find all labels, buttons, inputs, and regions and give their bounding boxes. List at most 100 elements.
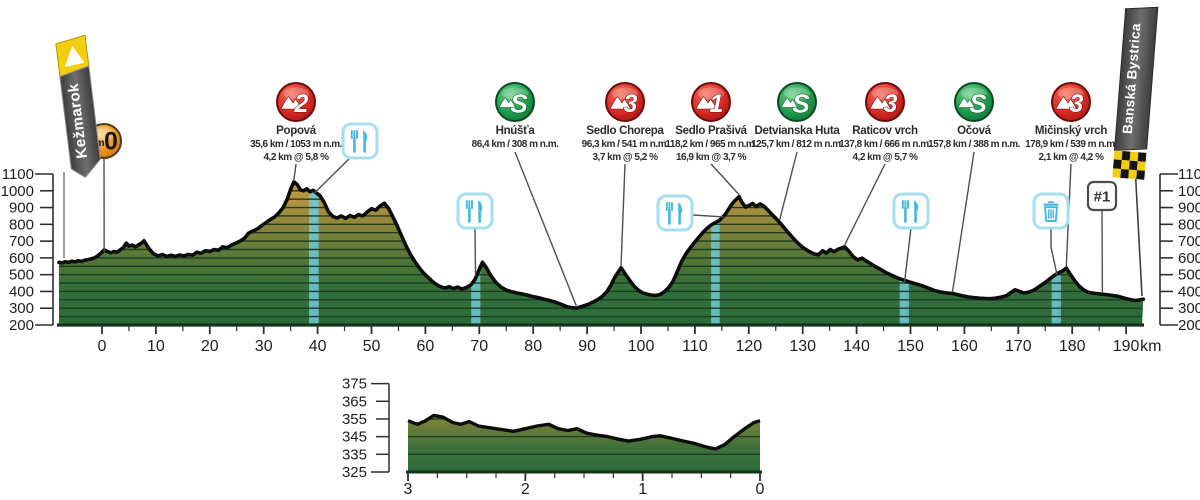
terrain-outline: [57, 180, 1146, 310]
feed-zone-band: [711, 181, 720, 325]
climb-category-number: 3: [884, 90, 898, 118]
start-banner: Kežmarok: [55, 34, 101, 178]
climb-category-number: 3: [624, 90, 638, 118]
x-tick-label: 10: [147, 338, 165, 355]
x-tick-label: 0: [98, 338, 107, 355]
marker-name: Očová: [957, 125, 992, 137]
gloss-highlight: [93, 128, 115, 140]
feed-zone-connector: [313, 156, 352, 195]
mountain-icon: [780, 97, 798, 108]
mountain-icon: [1055, 96, 1077, 110]
marker-name: Sedlo Chorepa: [586, 125, 664, 137]
waste-zone-connector: [1050, 228, 1058, 276]
x-axis-unit-label: km: [1140, 338, 1161, 355]
gloss-highlight: [784, 87, 810, 100]
checkered-flag-cell: [1129, 160, 1138, 171]
feed-zone-connector: [692, 214, 725, 218]
checkered-flag-cell: [1121, 159, 1130, 170]
checkered-flag-cell: [1136, 170, 1145, 180]
mountain-icon: [695, 96, 717, 110]
inset-x-tick-label: 2: [521, 481, 530, 498]
finish-circuit-badge: #1: [1086, 180, 1118, 212]
x-tick-label: 20: [201, 338, 219, 355]
climb-category-number: 1: [710, 90, 724, 118]
checkered-flag-cell: [1113, 159, 1122, 169]
x-axis: 0 10 20 30 40 50 60 70 80 90 100 110 120 130 140 150 160…: [98, 325, 1161, 355]
checkered-flag-cell: [1137, 152, 1147, 162]
y-tick-label: 200: [9, 317, 34, 334]
checkered-flag-cell: [1136, 161, 1146, 171]
gloss-highlight: [283, 87, 309, 100]
climb-marker-micinsky-vrch: 3: [1051, 82, 1091, 122]
marker-gradient: 4,2 km @ 5,8 %: [263, 152, 329, 163]
main-profile-chart: 0 10 20 30 40 50 60 70 80 90 100 110 120 130 140 150 160…: [1, 166, 1200, 355]
detvianska-huta-connector: [778, 151, 798, 221]
banners-layer: Kežmarok Banská Bystrica: [55, 6, 1159, 297]
marker-detail: 86,4 km / 308 m n.m.: [472, 139, 559, 150]
checkered-flag-cell: [1120, 168, 1130, 179]
checkered-flag-cell: [1121, 150, 1131, 161]
climb-category-number: 2: [294, 90, 309, 118]
inset-x-tick-label: 0: [756, 481, 765, 498]
gloss-highlight: [502, 87, 528, 100]
marker-gradient: 16,9 km @ 3,7 %: [676, 152, 747, 163]
feed-zone-connector: [474, 227, 477, 276]
y-tick-label: 600: [9, 250, 34, 267]
inset-y-tick-label: 335: [342, 446, 367, 463]
inset-y-tick-label: 345: [342, 429, 367, 446]
ocova-connector: [951, 151, 975, 292]
terrain-area: [58, 181, 1144, 325]
x-tick-label: 50: [363, 338, 381, 355]
sprint-marker-ocova: S: [954, 82, 994, 122]
gloss-highlight: [1058, 87, 1084, 100]
y-tick-label: 500: [1178, 267, 1200, 284]
y-tick-label: 700: [1178, 233, 1200, 250]
y-tick-label: 200: [1178, 317, 1200, 334]
x-tick-label: 140: [843, 338, 870, 355]
finish-banner-pole: [1134, 164, 1143, 297]
x-tick-label: 150: [897, 338, 924, 355]
marker-gradient: 3,7 km @ 5,2 %: [592, 152, 658, 163]
inset-y-tick-label: 355: [342, 411, 367, 428]
marker-name: Detvianska Huta: [755, 125, 841, 137]
marker-detail: 178,9 km / 539 m n.m.: [1025, 139, 1118, 150]
x-tick-label: 160: [951, 338, 978, 355]
climb-category-number: 3: [1070, 90, 1084, 118]
marker-name: Sedlo Prašivá: [675, 125, 747, 137]
y-tick-label: 300: [9, 300, 34, 317]
climb-marker-sedlo-chorepa: 3: [605, 82, 645, 122]
y-tick-label: 900: [9, 200, 34, 217]
y-tick-label: 800: [1178, 216, 1200, 233]
sedlo-chorepa-connector: [620, 163, 626, 266]
x-tick-label: 110: [682, 338, 708, 355]
waste-zone-icon: [1032, 192, 1070, 230]
inset-y-tick-label: 375: [342, 376, 367, 393]
sprint-marker-detvianska-huta: S: [777, 82, 817, 122]
y-tick-label: 500: [9, 267, 34, 284]
checkered-flag-cell: [1113, 150, 1123, 160]
mountain-icon: [957, 97, 975, 108]
sprint-marker-hnusta: S: [495, 82, 535, 122]
sprint-s-letter: S: [510, 89, 528, 119]
start-banner-body: [59, 65, 101, 178]
knife-icon: [678, 202, 683, 214]
sedlo-prasiva-connector: [710, 163, 740, 196]
inset-x-axis: 3 2 1 0: [404, 473, 765, 498]
gloss-highlight: [698, 87, 724, 100]
callouts-layer: km02Popová35,6 km / 1053 m n.m.4,2 km @ …: [86, 82, 1118, 307]
marker-detail: 137,8 km / 666 m n.m.: [839, 139, 932, 150]
inset-y-tick-label: 365: [342, 393, 367, 410]
checkered-flag-cell: [1128, 169, 1137, 180]
marker-detail: 125,7 km / 812 m n.m.: [751, 139, 844, 150]
marker-detail: 35,6 km / 1053 m n.m.: [250, 139, 343, 150]
gloss-highlight: [961, 87, 987, 100]
climb-marker-raticov-vrch: 3: [865, 82, 905, 122]
x-tick-label: 90: [578, 338, 596, 355]
x-tick-label: 180: [1059, 338, 1086, 355]
y-tick-label: 700: [9, 233, 34, 250]
feed-zone-icon: [341, 122, 379, 160]
